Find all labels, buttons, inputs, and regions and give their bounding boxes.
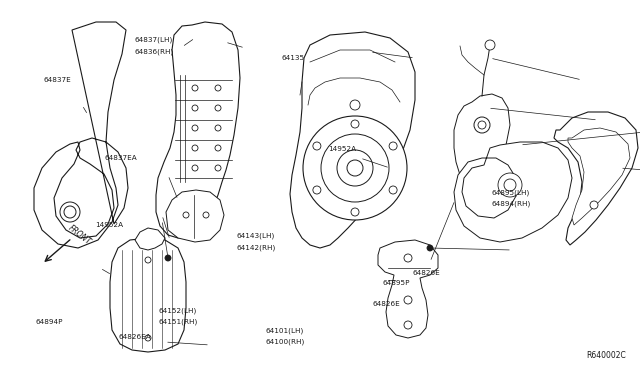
Circle shape (303, 116, 407, 220)
Polygon shape (135, 228, 165, 250)
Text: 64895(LH): 64895(LH) (492, 189, 530, 196)
Circle shape (215, 165, 221, 171)
Circle shape (313, 186, 321, 194)
Polygon shape (554, 112, 638, 245)
Text: 64142(RH): 64142(RH) (237, 244, 276, 251)
Circle shape (351, 208, 359, 216)
Circle shape (145, 257, 151, 263)
Circle shape (215, 105, 221, 111)
Circle shape (337, 150, 373, 186)
Circle shape (145, 335, 151, 341)
Circle shape (404, 321, 412, 329)
Text: 64826EA: 64826EA (118, 334, 151, 340)
Circle shape (165, 255, 171, 261)
Circle shape (504, 179, 516, 191)
Polygon shape (34, 22, 128, 248)
Polygon shape (110, 238, 186, 352)
Circle shape (478, 121, 486, 129)
Text: 64837(LH): 64837(LH) (134, 37, 173, 44)
Circle shape (347, 160, 363, 176)
Circle shape (404, 254, 412, 262)
Circle shape (313, 142, 321, 150)
Circle shape (192, 125, 198, 131)
Circle shape (215, 125, 221, 131)
Text: 64894P: 64894P (35, 319, 63, 325)
Text: 64100(RH): 64100(RH) (266, 338, 305, 345)
Text: 64135: 64135 (282, 55, 305, 61)
Circle shape (192, 145, 198, 151)
Text: R640002C: R640002C (586, 350, 626, 359)
Polygon shape (378, 240, 438, 338)
Polygon shape (454, 142, 572, 242)
Text: 64837E: 64837E (44, 77, 71, 83)
Circle shape (590, 201, 598, 209)
Circle shape (183, 212, 189, 218)
Circle shape (215, 85, 221, 91)
Circle shape (485, 40, 495, 50)
Circle shape (60, 202, 80, 222)
Circle shape (192, 165, 198, 171)
Text: FRONT: FRONT (67, 224, 93, 247)
Circle shape (498, 173, 522, 197)
Text: 14952A: 14952A (95, 222, 123, 228)
Polygon shape (166, 190, 224, 242)
Text: 64894(RH): 64894(RH) (492, 201, 531, 207)
Circle shape (474, 117, 490, 133)
Text: 64152(LH): 64152(LH) (159, 307, 197, 314)
Circle shape (389, 142, 397, 150)
Circle shape (192, 85, 198, 91)
Circle shape (351, 120, 359, 128)
Polygon shape (568, 128, 630, 225)
Text: 14952A: 14952A (328, 146, 356, 152)
Text: 64151(RH): 64151(RH) (159, 318, 198, 325)
Circle shape (404, 296, 412, 304)
Text: 64143(LH): 64143(LH) (237, 233, 275, 240)
Circle shape (350, 100, 360, 110)
Text: 64837EA: 64837EA (104, 155, 137, 161)
Circle shape (64, 206, 76, 218)
Circle shape (215, 145, 221, 151)
Text: 64895P: 64895P (383, 280, 410, 286)
Polygon shape (290, 32, 415, 248)
Text: 64826E: 64826E (372, 301, 400, 307)
Circle shape (192, 105, 198, 111)
Circle shape (427, 245, 433, 251)
Text: 64826E: 64826E (413, 270, 440, 276)
Text: 64836(RH): 64836(RH) (134, 48, 173, 55)
Circle shape (389, 186, 397, 194)
Text: 64101(LH): 64101(LH) (266, 327, 304, 334)
Circle shape (203, 212, 209, 218)
Polygon shape (454, 94, 510, 182)
Polygon shape (156, 22, 240, 238)
Circle shape (321, 134, 389, 202)
